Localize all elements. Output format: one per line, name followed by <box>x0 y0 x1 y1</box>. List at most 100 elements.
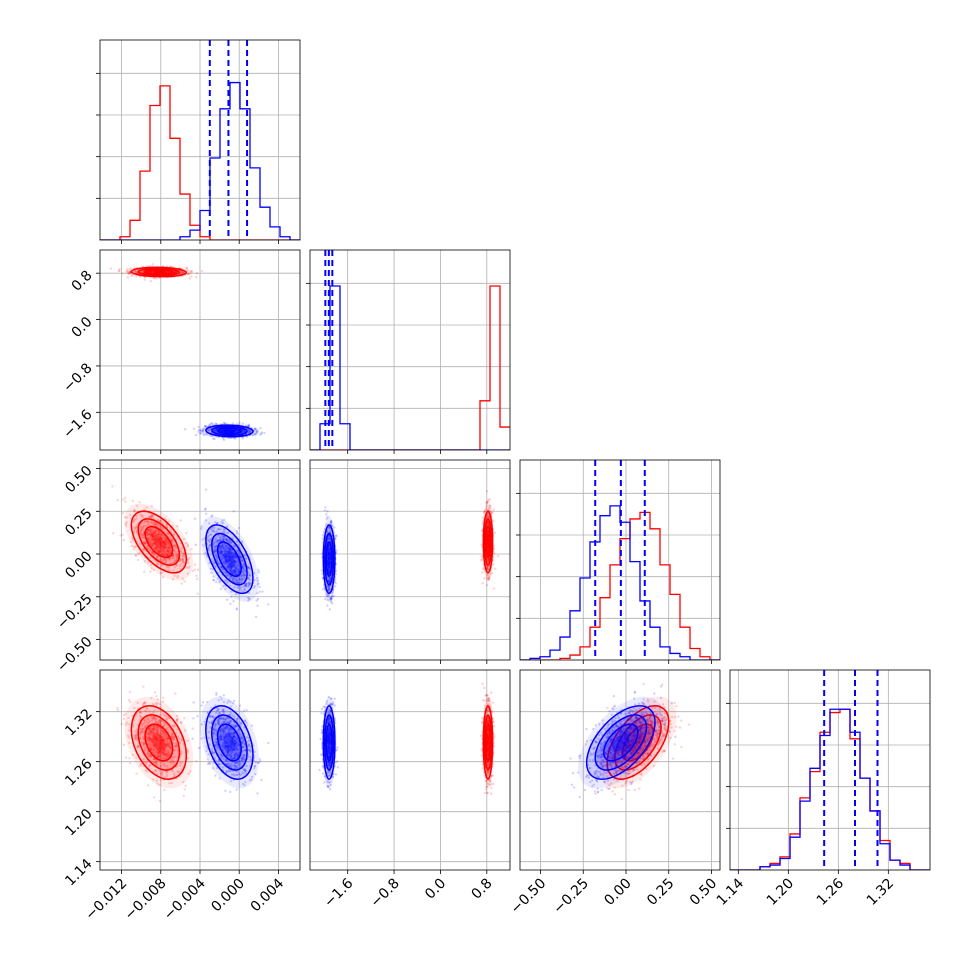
scatter-point <box>214 428 218 432</box>
scatter-point <box>152 270 156 273</box>
scatter-point <box>246 582 249 585</box>
scatter-point <box>253 428 257 431</box>
scatter-point <box>153 538 156 541</box>
scatter-point <box>256 579 259 582</box>
scatter-point <box>325 523 328 526</box>
scatter-point <box>327 562 331 565</box>
scatter-point <box>487 539 490 542</box>
scatter-point <box>232 569 235 573</box>
scatter-point <box>160 558 163 562</box>
scatter-point <box>220 429 224 433</box>
scatter-point <box>151 535 155 538</box>
scatter-point <box>490 572 494 575</box>
scatter-point <box>161 541 165 544</box>
scatter-point <box>227 430 230 434</box>
scatter-point <box>228 568 232 572</box>
scatter-point <box>150 514 153 518</box>
scatter-point <box>487 558 490 562</box>
scatter-point <box>487 557 490 561</box>
scatter-point <box>228 567 231 570</box>
scatter-point <box>214 566 217 569</box>
scatter-point <box>485 501 489 504</box>
scatter-point <box>247 424 251 428</box>
scatter-point <box>160 270 163 273</box>
scatter-point <box>486 538 490 542</box>
scatter-point <box>228 429 231 433</box>
scatter-point <box>133 269 137 273</box>
scatter-point <box>487 577 491 581</box>
scatter-point <box>230 562 234 565</box>
scatter-point <box>486 520 490 524</box>
scatter-point <box>230 566 233 569</box>
scatter-point <box>165 548 169 551</box>
scatter-point <box>212 543 215 546</box>
scatter-point <box>222 538 225 541</box>
scatter-point <box>326 551 330 555</box>
scatter-point <box>229 602 232 606</box>
scatter-point <box>241 430 245 433</box>
scatter-point <box>327 559 331 563</box>
scatter-point <box>169 550 173 554</box>
scatter-point <box>126 267 129 271</box>
scatter-point <box>161 559 165 562</box>
scatter-point <box>230 565 233 568</box>
scatter-point <box>214 581 218 584</box>
contour-0-4 <box>151 270 166 274</box>
scatter-point <box>160 539 163 542</box>
scatter-point <box>220 428 223 432</box>
scatter-point <box>243 554 246 557</box>
scatter-point <box>150 534 153 537</box>
scatter-point <box>146 545 149 548</box>
scatter-point <box>245 582 248 585</box>
scatter-point <box>235 608 238 611</box>
scatter-point <box>209 427 212 430</box>
scatter-point <box>233 570 236 573</box>
scatter-point <box>157 523 160 527</box>
scatter-point <box>234 571 237 575</box>
scatter-point <box>229 563 232 567</box>
scatter-point <box>163 553 167 557</box>
scatter-point <box>207 429 210 432</box>
scatter-point <box>220 565 223 568</box>
histogram-step-1 <box>100 81 300 240</box>
scatter-point <box>227 566 230 569</box>
scatter-point <box>162 527 165 530</box>
scatter-point <box>237 526 241 530</box>
scatter-point <box>152 532 155 536</box>
scatter-point <box>241 559 244 563</box>
scatter-point <box>232 430 236 433</box>
scatter-point <box>486 559 489 562</box>
scatter-point <box>159 270 163 274</box>
scatter-point <box>224 561 227 564</box>
scatter-point <box>223 548 227 551</box>
scatter-point <box>159 571 162 575</box>
scatter-point <box>218 580 222 584</box>
scatter-point <box>208 429 212 432</box>
scatter-point <box>161 271 164 275</box>
scatter-point <box>213 549 216 553</box>
scatter-point <box>222 554 225 557</box>
scatter-point <box>142 270 145 273</box>
scatter-point <box>155 546 159 550</box>
scatter-point <box>226 539 229 542</box>
scatter-point <box>162 558 165 561</box>
scatter-point <box>149 536 153 539</box>
scatter-point <box>229 577 232 580</box>
scatter-point <box>159 541 163 545</box>
scatter-point <box>239 575 242 578</box>
scatter-point <box>328 553 331 556</box>
scatter-point <box>224 553 227 556</box>
scatter-point <box>231 556 235 559</box>
scatter-point <box>248 566 251 569</box>
scatter-point <box>327 537 330 540</box>
scatter-point <box>225 430 229 434</box>
scatter-point <box>234 429 237 432</box>
scatter-point <box>259 426 262 430</box>
scatter-point <box>208 543 212 547</box>
scatter-point <box>257 582 260 585</box>
scatter-point <box>255 599 258 602</box>
scatter-point <box>212 578 216 582</box>
scatter-point <box>229 430 233 434</box>
scatter-point <box>229 429 233 433</box>
scatter-point <box>219 555 222 558</box>
